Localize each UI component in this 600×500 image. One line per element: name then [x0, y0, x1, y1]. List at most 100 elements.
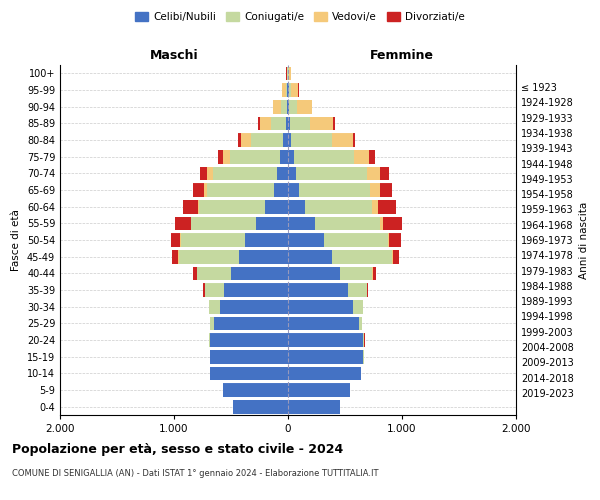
Bar	[207, 166, 213, 180]
Bar	[291, 83, 298, 97]
Text: Maschi: Maschi	[149, 48, 199, 62]
Bar	[251, 133, 283, 147]
Bar	[224, 283, 288, 297]
Bar	[209, 300, 220, 314]
Bar	[380, 183, 392, 197]
Bar	[211, 316, 214, 330]
Bar	[233, 400, 288, 413]
Bar	[333, 116, 335, 130]
Bar	[290, 116, 310, 130]
Bar	[353, 300, 362, 314]
Bar	[172, 250, 178, 264]
Bar	[305, 200, 373, 213]
Bar	[260, 116, 271, 130]
Bar	[316, 216, 380, 230]
Bar	[287, 100, 288, 114]
Bar	[325, 233, 388, 247]
Bar	[288, 216, 316, 230]
Bar	[283, 133, 288, 147]
Bar	[280, 150, 288, 164]
Bar	[380, 166, 389, 180]
Bar	[207, 183, 274, 197]
Bar	[288, 283, 349, 297]
Bar	[383, 216, 402, 230]
Bar	[288, 100, 289, 114]
Bar	[230, 150, 280, 164]
Bar	[288, 183, 299, 197]
Bar	[200, 166, 207, 180]
Bar	[367, 166, 380, 180]
Bar	[389, 233, 401, 247]
Bar	[197, 266, 231, 280]
Bar	[369, 150, 374, 164]
Bar	[332, 250, 392, 264]
Bar	[241, 133, 251, 147]
Bar	[378, 200, 397, 213]
Bar	[373, 266, 376, 280]
Bar	[213, 166, 277, 180]
Bar	[265, 200, 288, 213]
Bar	[198, 200, 199, 213]
Bar	[223, 150, 230, 164]
Bar	[310, 116, 333, 130]
Bar	[191, 216, 256, 230]
Bar	[353, 133, 355, 147]
Bar	[223, 383, 288, 397]
Bar	[211, 350, 288, 364]
Bar	[332, 133, 353, 147]
Bar	[283, 83, 286, 97]
Bar	[288, 133, 292, 147]
Bar	[297, 100, 312, 114]
Bar	[199, 200, 265, 213]
Bar	[289, 83, 291, 97]
Bar	[286, 83, 287, 97]
Bar	[193, 183, 203, 197]
Y-axis label: Fasce di età: Fasce di età	[11, 209, 21, 271]
Bar	[288, 366, 361, 380]
Bar	[288, 116, 290, 130]
Bar	[359, 316, 362, 330]
Bar	[171, 233, 180, 247]
Bar	[281, 100, 287, 114]
Bar	[277, 166, 288, 180]
Bar	[354, 150, 369, 164]
Bar	[288, 333, 363, 347]
Bar	[288, 266, 340, 280]
Bar	[363, 333, 364, 347]
Bar	[380, 216, 383, 230]
Bar	[274, 183, 288, 197]
Bar	[388, 233, 389, 247]
Bar	[392, 250, 400, 264]
Bar	[273, 100, 281, 114]
Bar	[288, 400, 340, 413]
Bar	[288, 250, 332, 264]
Bar	[175, 216, 191, 230]
Bar	[256, 216, 288, 230]
Bar	[288, 233, 325, 247]
Text: Popolazione per età, sesso e stato civile - 2024: Popolazione per età, sesso e stato civil…	[12, 442, 343, 456]
Bar	[245, 233, 288, 247]
Bar	[286, 116, 288, 130]
Bar	[288, 350, 363, 364]
Bar	[211, 333, 288, 347]
Text: COMUNE DI SENIGALLIA (AN) - Dati ISTAT 1° gennaio 2024 - Elaborazione TUTTITALIA: COMUNE DI SENIGALLIA (AN) - Dati ISTAT 1…	[12, 469, 379, 478]
Bar	[218, 150, 223, 164]
Bar	[349, 283, 367, 297]
Bar	[193, 266, 197, 280]
Bar	[294, 150, 354, 164]
Bar	[181, 233, 245, 247]
Bar	[179, 250, 239, 264]
Bar	[288, 200, 305, 213]
Bar	[289, 66, 291, 80]
Bar	[259, 116, 260, 130]
Bar	[183, 200, 198, 213]
Bar	[220, 300, 288, 314]
Bar	[296, 166, 367, 180]
Bar	[231, 266, 288, 280]
Bar	[292, 133, 332, 147]
Bar	[370, 183, 380, 197]
Legend: Celibi/Nubili, Coniugati/e, Vedovi/e, Divorziati/e: Celibi/Nubili, Coniugati/e, Vedovi/e, Di…	[131, 8, 469, 26]
Bar	[288, 383, 350, 397]
Bar	[340, 266, 373, 280]
Bar	[209, 333, 211, 347]
